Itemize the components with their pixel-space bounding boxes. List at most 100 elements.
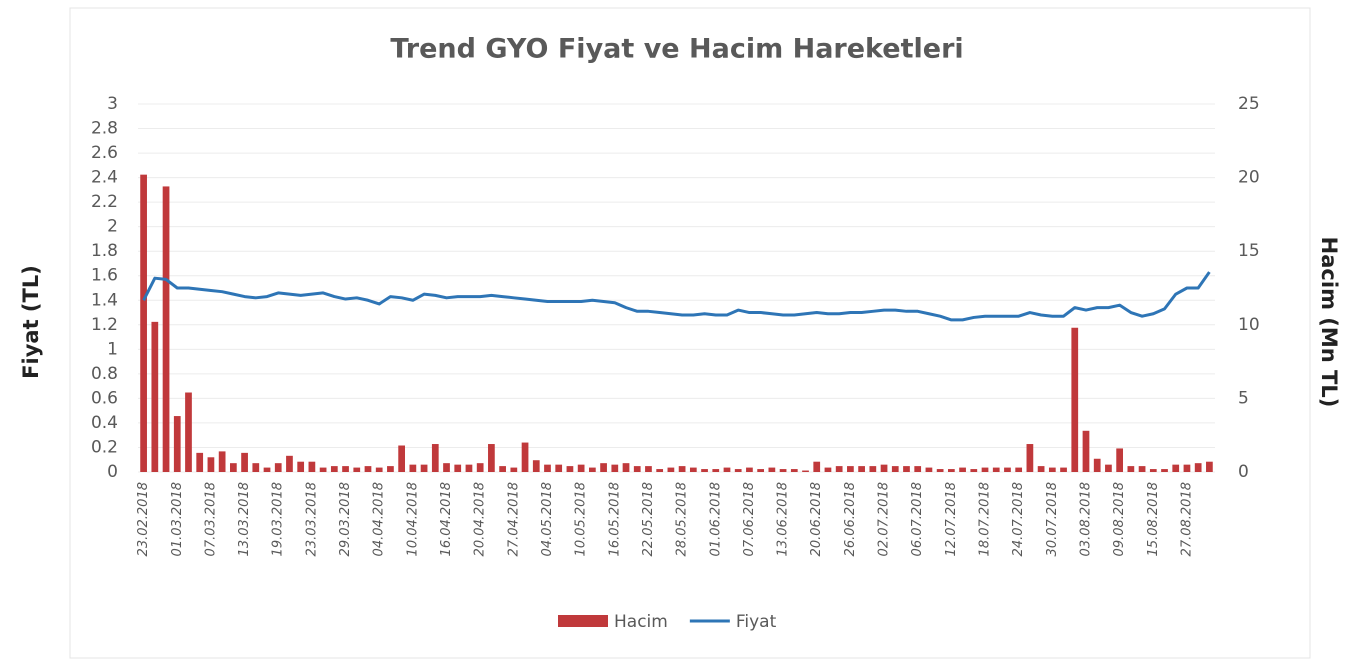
bar (1026, 444, 1034, 472)
legend-label: Fiyat (736, 612, 777, 632)
bar (1037, 466, 1045, 472)
y2-tick-label: 0 (1238, 462, 1249, 482)
bar (1161, 469, 1168, 472)
x-tick-label: 10.05.2018 (574, 482, 589, 556)
y-tick-label: 3 (107, 94, 118, 114)
y2-tick-label: 15 (1238, 241, 1260, 261)
bar (1082, 430, 1090, 472)
bar (196, 452, 204, 472)
bar (925, 467, 933, 472)
x-tick-label: 16.05.2018 (607, 482, 622, 556)
x-tick-label: 27.08.2018 (1179, 482, 1194, 556)
bar (488, 444, 495, 472)
bar (330, 466, 338, 472)
bar (1206, 461, 1213, 472)
bar (588, 467, 596, 472)
bar (151, 321, 159, 472)
bar (734, 469, 742, 472)
x-tick-label: 12.07.2018 (944, 482, 959, 556)
y-tick-label: 2.8 (91, 119, 118, 139)
x-tick-label: 27.04.2018 (506, 482, 521, 556)
bar (342, 466, 349, 472)
bar (1004, 467, 1011, 472)
x-tick-label: 03.08.2018 (1078, 482, 1093, 556)
bar (162, 186, 170, 472)
bar (970, 469, 978, 472)
x-tick-label: 06.07.2018 (910, 482, 925, 556)
bar (611, 464, 619, 472)
x-tick-label: 07.03.2018 (203, 482, 218, 556)
y2-tick-label: 25 (1238, 94, 1260, 114)
legend-swatch (558, 615, 608, 627)
bar (701, 469, 708, 472)
bar (959, 467, 966, 472)
x-tick-label: 18.07.2018 (978, 482, 993, 556)
bar (532, 460, 540, 472)
x-tick-label: 13.06.2018 (776, 482, 791, 556)
x-tick-label: 04.04.2018 (372, 482, 387, 556)
y-tick-label: 0.4 (91, 413, 118, 433)
bar (790, 469, 798, 472)
bar (757, 469, 765, 472)
legend-label: Hacim (614, 612, 668, 632)
bar (1116, 448, 1124, 472)
y-tick-label: 1 (107, 339, 118, 359)
y-tick-label: 0.6 (91, 388, 118, 408)
y2-tick-label: 5 (1238, 388, 1249, 408)
bar (779, 469, 787, 472)
bar (274, 463, 282, 472)
bar (207, 457, 215, 472)
bar (286, 455, 293, 472)
bar (1071, 327, 1079, 472)
bar (173, 416, 181, 472)
x-tick-label: 28.05.2018 (675, 482, 690, 556)
x-tick-label: 30.07.2018 (1045, 482, 1060, 556)
bar (824, 467, 832, 472)
bar (1127, 466, 1135, 472)
bar (510, 467, 518, 472)
y-axis-title: Fiyat (TL) (19, 265, 43, 379)
bar (1060, 467, 1067, 472)
bar (847, 466, 854, 472)
bar (308, 461, 316, 472)
y-tick-label: 0 (107, 462, 118, 482)
bar (555, 464, 563, 472)
bar (656, 469, 664, 472)
y-tick-label: 2.2 (91, 192, 118, 212)
bar (218, 451, 226, 472)
bar (1093, 458, 1101, 472)
bar (1048, 467, 1056, 472)
x-tick-label: 04.05.2018 (540, 482, 555, 556)
y-tick-label: 2.6 (91, 143, 118, 163)
bar (633, 466, 641, 472)
y-tick-label: 2.4 (91, 168, 118, 188)
bar (1138, 466, 1146, 472)
y-tick-label: 1.6 (91, 266, 118, 286)
bar (645, 466, 652, 472)
x-tick-label: 02.07.2018 (877, 482, 892, 556)
bar (1172, 464, 1180, 472)
bar (443, 463, 450, 472)
x-tick-label: 23.02.2018 (136, 482, 151, 556)
bar (1194, 463, 1202, 472)
y-tick-label: 0.2 (91, 437, 118, 457)
bar (1105, 464, 1112, 472)
bar (409, 464, 417, 472)
x-tick-label: 29.03.2018 (338, 482, 353, 556)
y2-axis-title: Hacim (Mn TL) (1317, 237, 1341, 408)
bar (375, 467, 383, 472)
x-tick-label: 16.04.2018 (439, 482, 454, 556)
bar (667, 467, 675, 472)
bar (241, 452, 248, 472)
bar (297, 461, 305, 472)
bar (454, 464, 462, 472)
y-tick-label: 1.2 (91, 315, 118, 335)
bar (1149, 469, 1157, 472)
bar (465, 464, 473, 472)
bar (678, 466, 686, 472)
bar (353, 467, 361, 472)
bar (903, 466, 910, 472)
x-tick-label: 20.06.2018 (809, 482, 824, 556)
x-tick-label: 01.03.2018 (170, 482, 185, 556)
bar (768, 467, 776, 472)
